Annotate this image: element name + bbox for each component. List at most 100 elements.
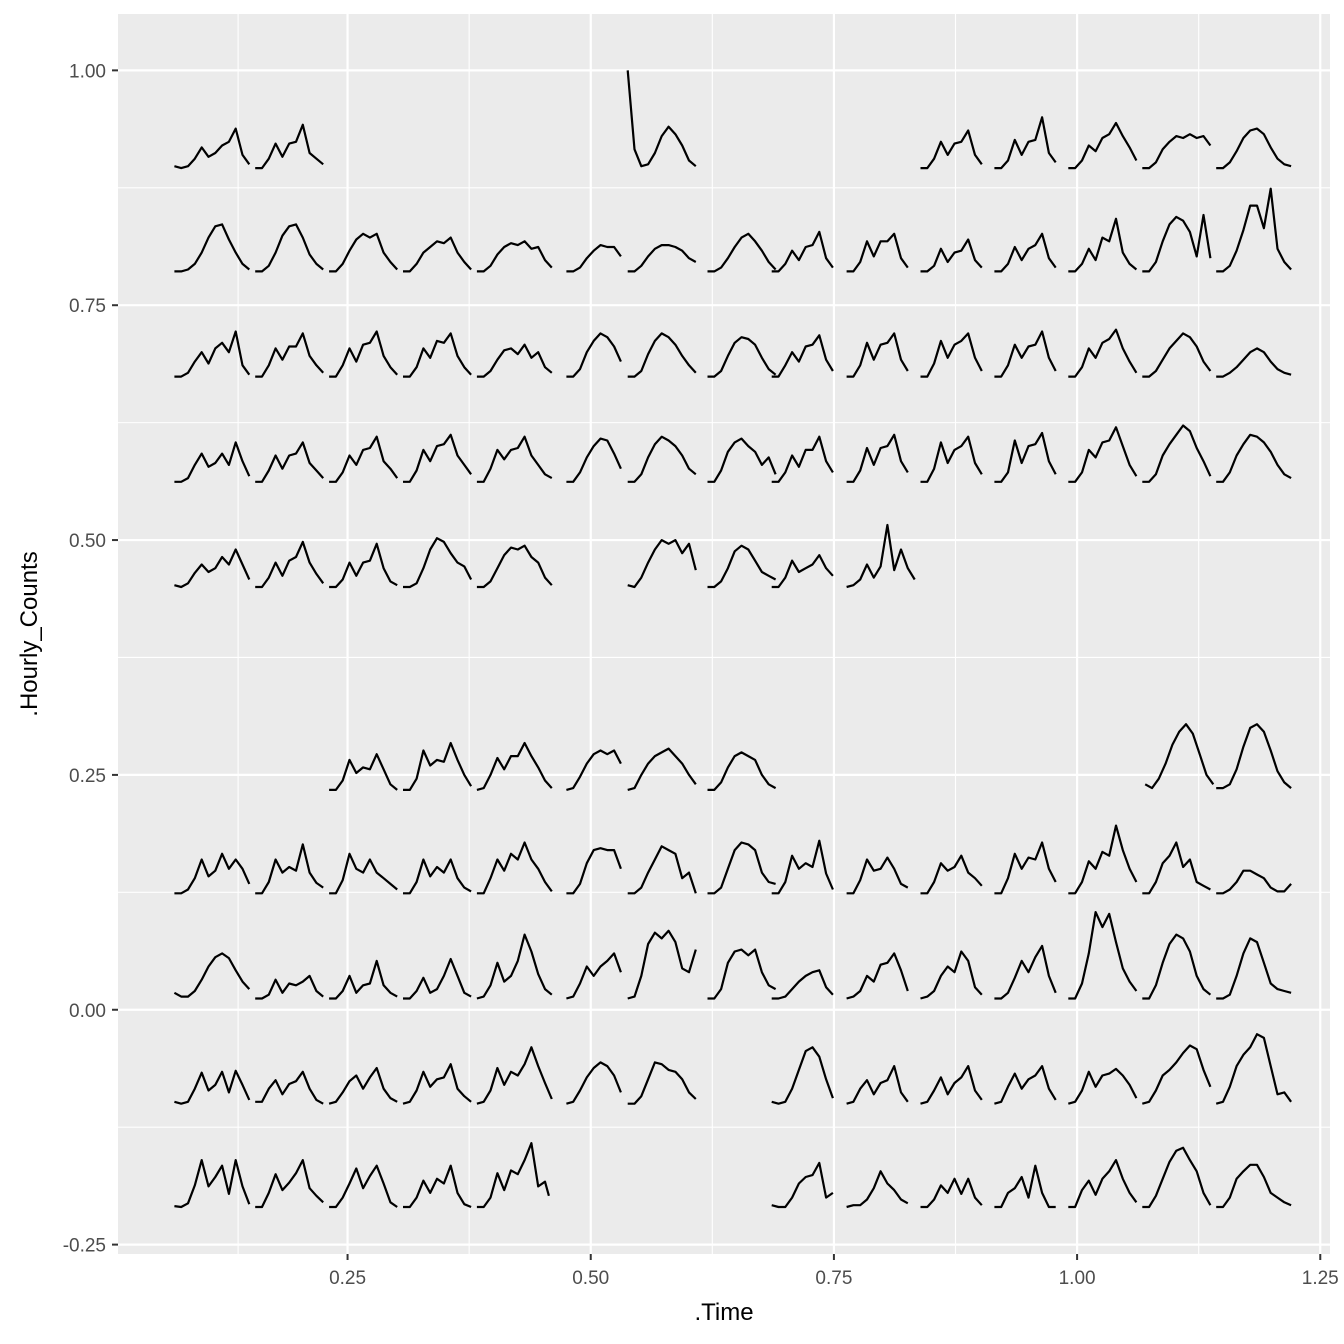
series-layer [173, 70, 1292, 1209]
series-line [255, 540, 325, 589]
series-line [627, 435, 697, 483]
series-line [994, 1164, 1056, 1209]
y-tick-label: -0.25 [63, 1236, 106, 1257]
series-line [846, 332, 909, 378]
y-tick-label: 0.25 [69, 766, 106, 787]
series-line [174, 330, 251, 378]
series-line [1216, 869, 1292, 895]
series-line [1142, 933, 1212, 1000]
series-line [626, 70, 697, 168]
series-line [1216, 347, 1292, 378]
x-tick-label: 1.00 [1059, 1268, 1096, 1289]
series-line [255, 123, 324, 170]
series-line [329, 232, 399, 273]
y-tick-label: 1.00 [69, 61, 106, 82]
series-line [402, 1063, 472, 1105]
series-line [846, 232, 909, 273]
series-line [707, 232, 777, 273]
series-line [476, 1046, 553, 1105]
series-line [1142, 133, 1212, 170]
series-line [707, 544, 777, 589]
series-line [920, 332, 983, 378]
series-line [1068, 910, 1138, 1000]
series-line [627, 332, 697, 378]
series-line [255, 843, 324, 895]
series-line [707, 948, 777, 1000]
series-line [403, 858, 472, 895]
series-line [771, 969, 834, 1000]
series-line [476, 741, 553, 791]
y-axis: -0.25 0.00 0.25 0.50 0.75 1.00 [63, 61, 118, 1257]
y-tick-label: 0.00 [69, 1001, 106, 1022]
series-line [403, 332, 472, 378]
series-line [920, 1177, 983, 1209]
series-line [707, 751, 777, 792]
series-line [771, 1046, 834, 1105]
series-line [403, 236, 472, 273]
series-line [329, 330, 399, 378]
series-line [920, 238, 983, 273]
series-line [920, 854, 983, 895]
series-line [771, 1161, 834, 1209]
series-line [174, 548, 251, 589]
series-line [920, 129, 983, 170]
series-line [1216, 433, 1292, 483]
x-tick-label: 0.50 [572, 1268, 609, 1289]
series-line [255, 223, 324, 273]
series-line [1068, 824, 1138, 895]
series-line [1068, 1067, 1138, 1105]
series-line [1216, 937, 1292, 1000]
series-line [920, 950, 983, 1000]
y-tick-label: 0.75 [69, 296, 106, 317]
series-line [846, 523, 916, 589]
x-axis: 0.25 0.50 0.75 1.00 1.25 [329, 1254, 1339, 1289]
series-line [1142, 213, 1212, 273]
series-line [1068, 328, 1138, 378]
series-line [1142, 424, 1212, 483]
series-line [403, 433, 472, 483]
series-line [476, 240, 553, 273]
series-line [771, 334, 834, 378]
series-line [1142, 332, 1212, 378]
series-line [1216, 723, 1292, 790]
series-line [255, 1070, 324, 1105]
series-line [255, 441, 325, 483]
y-tick-label: 0.50 [69, 531, 106, 552]
series-line [1216, 187, 1292, 273]
series-line [1142, 1044, 1212, 1105]
series-line [566, 332, 622, 378]
series-line [255, 332, 325, 378]
x-tick-label: 0.75 [815, 1268, 852, 1289]
series-line [846, 856, 909, 895]
series-line [707, 841, 776, 895]
series-line [1215, 1033, 1292, 1105]
series-line [174, 223, 250, 273]
series-line [846, 1064, 909, 1105]
series-line [173, 952, 251, 998]
series-line [627, 244, 697, 273]
series-line [329, 435, 399, 483]
series-line [476, 1142, 550, 1209]
series-line [771, 435, 834, 483]
series-line [174, 1069, 251, 1105]
series-line [627, 538, 697, 589]
series-line [329, 1164, 398, 1209]
series-line [566, 244, 622, 273]
series-line [1142, 1146, 1212, 1209]
series-line [846, 1170, 909, 1209]
series-line [1068, 217, 1138, 273]
series-line [627, 747, 697, 791]
series-line [994, 330, 1057, 378]
series-line [1068, 121, 1138, 170]
series-line [771, 553, 834, 589]
series-line [566, 1061, 622, 1105]
series-line [566, 847, 622, 895]
series-line [994, 841, 1057, 895]
series-line [771, 230, 834, 273]
series-line [994, 232, 1057, 273]
series-line [846, 433, 909, 483]
series-line [627, 1061, 697, 1105]
series-line [174, 441, 251, 483]
series-line [476, 435, 553, 483]
